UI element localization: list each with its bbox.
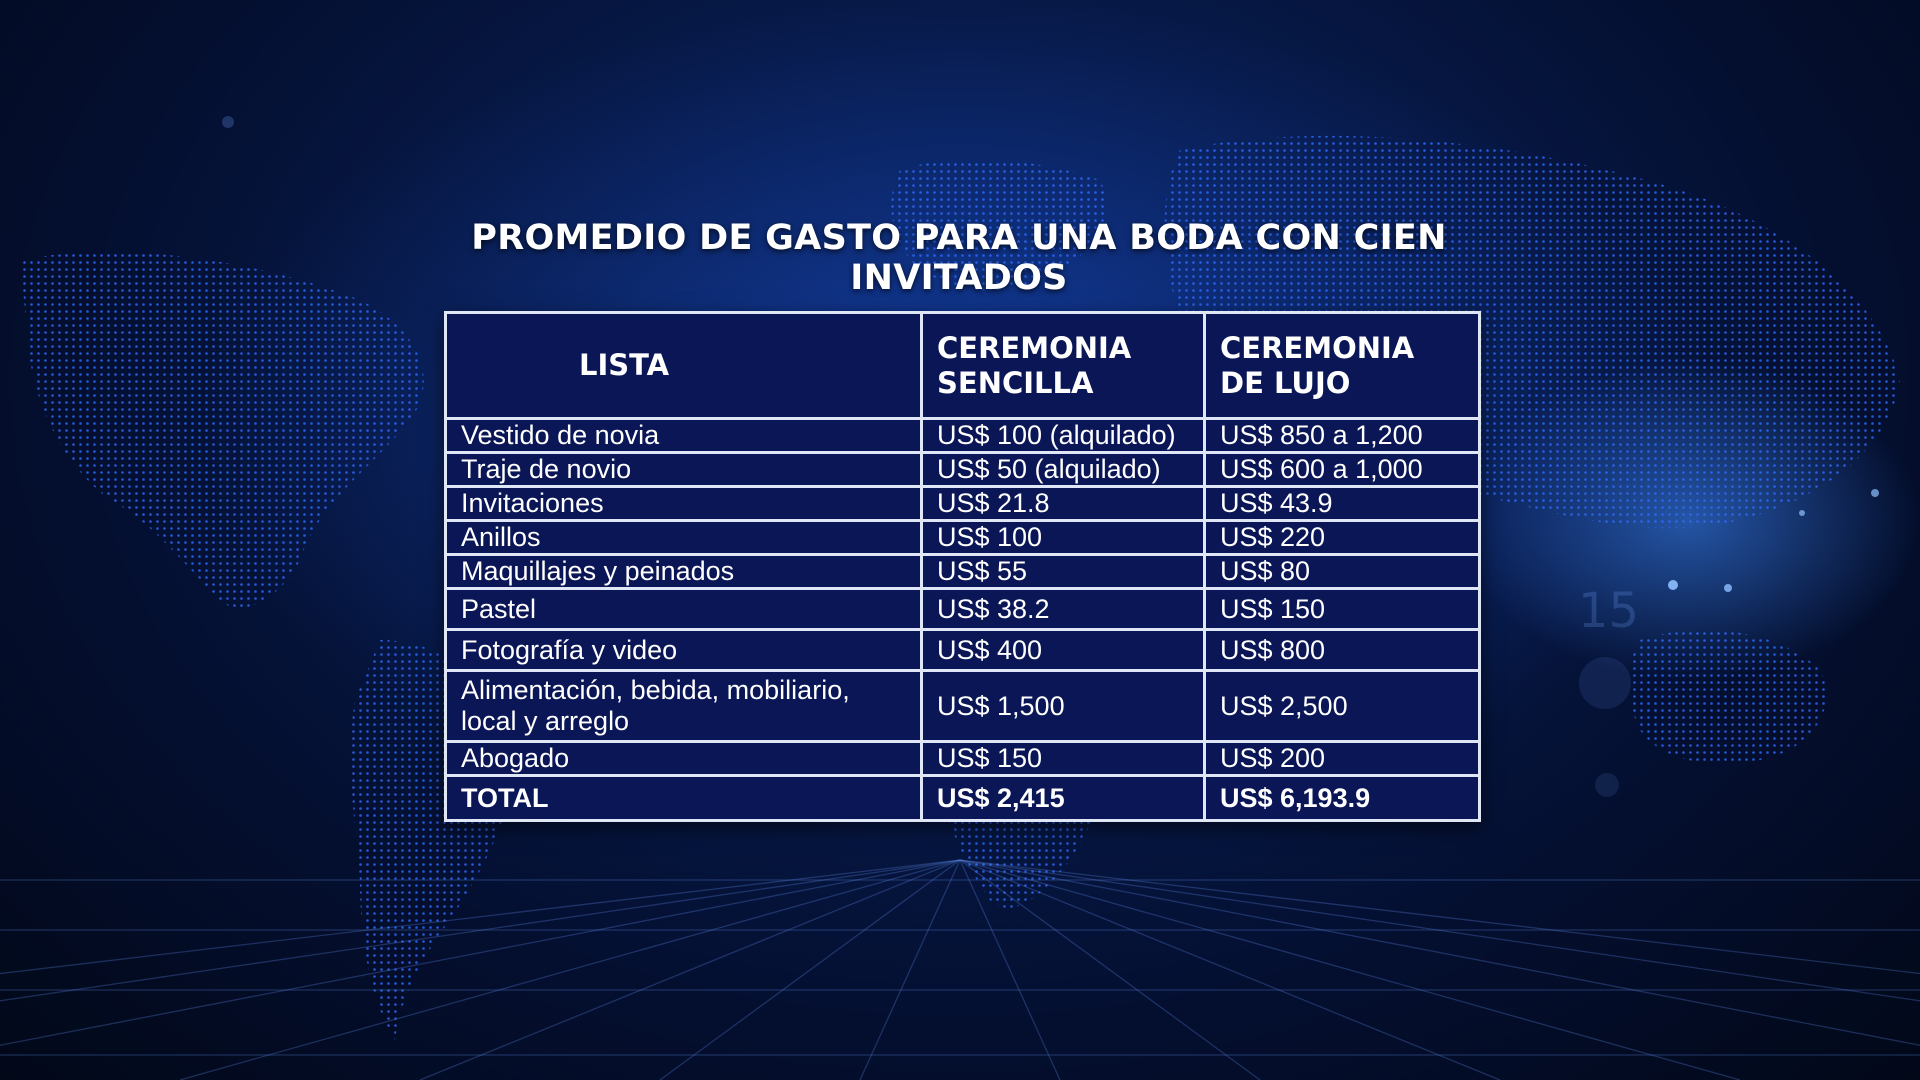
- table-row: Fotografía y video US$ 400 US$ 800: [444, 628, 1481, 672]
- table-row: Alimentación, bebida, mobiliario, local …: [444, 669, 1481, 743]
- item-cell: Alimentación, bebida, mobiliario, local …: [444, 669, 923, 743]
- sencilla-cell: US$ 1,500: [920, 669, 1206, 743]
- table-row: Traje de novio US$ 50 (alquilado) US$ 60…: [444, 451, 1481, 488]
- total-label: TOTAL: [444, 774, 923, 822]
- item-cell: Vestido de novia: [444, 417, 923, 454]
- item-cell: Maquillajes y peinados: [444, 553, 923, 590]
- wedding-cost-table: LISTA CEREMONIA SENCILLA CEREMONIA DE LU…: [444, 311, 1481, 822]
- header-ceremonia-de-lujo: CEREMONIA DE LUJO: [1203, 311, 1481, 420]
- total-row: TOTAL US$ 2,415 US$ 6,193.9: [444, 774, 1481, 822]
- item-cell: Anillos: [444, 519, 923, 556]
- table-header-row: LISTA CEREMONIA SENCILLA CEREMONIA DE LU…: [444, 311, 1481, 420]
- lujo-cell: US$ 150: [1203, 587, 1481, 631]
- item-cell: Abogado: [444, 740, 923, 777]
- australia-shape: [1628, 630, 1827, 764]
- lujo-cell: US$ 200: [1203, 740, 1481, 777]
- lujo-cell: US$ 800: [1203, 628, 1481, 672]
- sencilla-cell: US$ 150: [920, 740, 1206, 777]
- sencilla-cell: US$ 38.2: [920, 587, 1206, 631]
- sencilla-cell: US$ 55: [920, 553, 1206, 590]
- lujo-cell: US$ 2,500: [1203, 669, 1481, 743]
- europe-shape: [891, 159, 1107, 291]
- item-cell: Pastel: [444, 587, 923, 631]
- lujo-cell: US$ 220: [1203, 519, 1481, 556]
- sencilla-cell: US$ 100 (alquilado): [920, 417, 1206, 454]
- lujo-cell: US$ 43.9: [1203, 485, 1481, 522]
- item-cell: Fotografía y video: [444, 628, 923, 672]
- sencilla-cell: US$ 400: [920, 628, 1206, 672]
- perspective-grid: [0, 859, 1920, 1080]
- lujo-cell: US$ 80: [1203, 553, 1481, 590]
- header-ceremonia-sencilla: CEREMONIA SENCILLA: [920, 311, 1206, 420]
- item-cell: Traje de novio: [444, 451, 923, 488]
- table-row: Maquillajes y peinados US$ 55 US$ 80: [444, 553, 1481, 590]
- glow-nodes: [222, 116, 1879, 797]
- background-number: 15: [1578, 583, 1640, 639]
- item-cell: Invitaciones: [444, 485, 923, 522]
- north-america-shape: [20, 252, 424, 608]
- sencilla-cell: US$ 50 (alquilado): [920, 451, 1206, 488]
- sencilla-cell: US$ 21.8: [920, 485, 1206, 522]
- table-row: Vestido de novia US$ 100 (alquilado) US$…: [444, 417, 1481, 454]
- sencilla-cell: US$ 100: [920, 519, 1206, 556]
- total-lujo: US$ 6,193.9: [1203, 774, 1481, 822]
- table-row: Invitaciones US$ 21.8 US$ 43.9: [444, 485, 1481, 522]
- total-sencilla: US$ 2,415: [920, 774, 1206, 822]
- lujo-cell: US$ 600 a 1,000: [1203, 451, 1481, 488]
- table-row: Abogado US$ 150 US$ 200: [444, 740, 1481, 777]
- table-row: Anillos US$ 100 US$ 220: [444, 519, 1481, 556]
- lujo-cell: US$ 850 a 1,200: [1203, 417, 1481, 454]
- table-row: Pastel US$ 38.2 US$ 150: [444, 587, 1481, 631]
- header-lista: LISTA: [444, 311, 923, 420]
- page-title: PROMEDIO DE GASTO PARA UNA BODA CON CIEN…: [471, 218, 1447, 298]
